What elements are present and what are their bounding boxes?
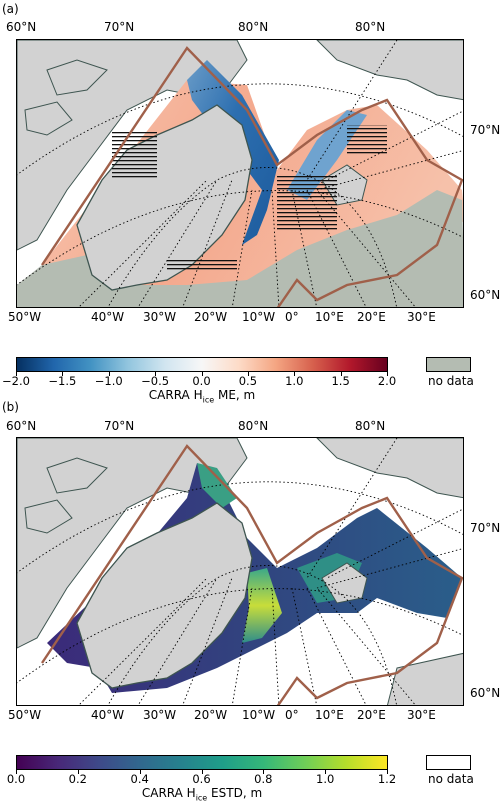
lon-label-bottom: 30°W <box>143 708 177 722</box>
colorbar-tick-mark <box>201 372 203 376</box>
lon-label-bottom: 10°W <box>242 708 276 722</box>
lon-label-bottom: 40°W <box>91 310 125 324</box>
nodata-label-b: no data <box>428 772 474 786</box>
colorbar-b-title-sub: ice <box>195 793 208 803</box>
lon-label-bottom: 20°E <box>357 310 386 324</box>
nodata-swatch-a <box>426 357 471 372</box>
colorbar-a <box>16 357 388 372</box>
lon-label-bottom: 20°E <box>357 708 386 722</box>
hatch-a <box>347 125 387 155</box>
lat-label-right: 60°N <box>470 288 500 302</box>
colorbar-tick-mark <box>294 372 296 376</box>
colorbar-b-title-suffix: ESTD, m <box>207 786 263 800</box>
colorbar-tick-label: −1.5 <box>48 374 77 388</box>
colorbar-tick-mark <box>155 372 157 376</box>
colorbar-tick-label: 0.5 <box>238 374 258 388</box>
lon-label-bottom: 20°W <box>194 708 228 722</box>
colorbar-tick-label: 1.5 <box>331 374 350 388</box>
colorbar-tick-mark <box>325 770 327 774</box>
graticule-b <box>17 438 463 705</box>
map-b <box>16 437 464 706</box>
hatch-a <box>167 260 237 272</box>
lat-label-top: 60°N <box>6 20 37 34</box>
lat-label-top: 80°N <box>238 20 269 34</box>
lon-label-bottom: 50°W <box>8 708 42 722</box>
lat-label-top: 60°N <box>6 419 37 433</box>
hatch-a <box>112 130 157 180</box>
colorbar-tick-mark <box>340 372 342 376</box>
lat-label-top: 80°N <box>355 20 386 34</box>
domain-border-a <box>41 46 463 307</box>
colorbar-tick-label: 0.0 <box>192 374 211 388</box>
lon-label-bottom: 40°W <box>91 708 125 722</box>
colorbar-b-title-prefix: CARRA H <box>141 786 196 800</box>
colorbar-tick-mark <box>247 372 249 376</box>
colorbar-tick-label: 0.2 <box>68 772 87 786</box>
lat-label-top: 70°N <box>104 419 135 433</box>
lon-label-bottom: 30°E <box>407 708 436 722</box>
lon-label-bottom: 0° <box>285 310 299 324</box>
colorbar-a-title-prefix: CARRA H <box>148 388 203 402</box>
hatch-a <box>277 175 337 230</box>
colorbar-tick-mark <box>387 372 388 376</box>
colorbar-tick-label: −0.5 <box>141 374 170 388</box>
colorbar-b-title: CARRA Hice ESTD, m <box>142 786 262 802</box>
colorbar-tick-label: 0.0 <box>6 772 26 786</box>
lon-label-bottom: 0° <box>285 708 299 722</box>
colorbar-b <box>16 755 388 770</box>
lat-label-right: 70°N <box>470 123 500 137</box>
colorbar-tick-label: 1.2 <box>377 772 397 786</box>
colorbar-tick-label: −1.0 <box>94 374 123 388</box>
colorbar-tick-mark <box>62 372 64 376</box>
lat-label-right: 60°N <box>470 686 500 700</box>
panel-b-label: (b) <box>2 400 19 414</box>
lon-label-bottom: 50°W <box>8 310 42 324</box>
colorbar-tick-label: 1.0 <box>316 772 335 786</box>
colorbar-a-title-suffix: ME, m <box>214 388 256 402</box>
colorbar-tick-mark <box>16 372 17 376</box>
colorbar-tick-mark <box>16 770 17 774</box>
colorbar-tick-label: 0.6 <box>192 772 211 786</box>
lat-label-right: 70°N <box>470 521 500 535</box>
colorbar-tick-mark <box>201 770 203 774</box>
colorbar-tick-label: 0.8 <box>254 772 273 786</box>
panel-a-label: (a) <box>2 2 19 16</box>
map-a-svg <box>17 40 463 307</box>
lon-label-bottom: 10°E <box>315 310 344 324</box>
lat-label-top: 80°N <box>238 419 269 433</box>
colorbar-tick-label: 1.0 <box>285 374 304 388</box>
lat-label-top: 80°N <box>355 419 386 433</box>
colorbar-tick-label: −2.0 <box>2 374 30 388</box>
svalbard-b <box>321 562 368 604</box>
colorbar-tick-mark <box>263 770 265 774</box>
colorbar-tick-mark <box>77 770 79 774</box>
lon-label-bottom: 30°E <box>407 310 436 324</box>
map-b-svg <box>17 438 463 705</box>
sea-ice-negative-a <box>187 60 279 245</box>
greenland-b <box>76 502 253 689</box>
colorbar-a-title: CARRA Hice ME, m <box>149 388 255 404</box>
colorbar-tick-mark <box>387 770 388 774</box>
nodata-label-a: no data <box>428 374 474 388</box>
nodata-a <box>17 190 463 307</box>
lon-label-bottom: 10°E <box>315 708 344 722</box>
map-a <box>16 39 464 308</box>
sea-ice-estd-high-b <box>242 568 282 643</box>
lat-label-top: 70°N <box>104 20 135 34</box>
colorbar-tick-label: 0.4 <box>130 772 149 786</box>
colorbar-tick-label: 2.0 <box>377 374 397 388</box>
lon-label-bottom: 20°W <box>194 310 228 324</box>
colorbar-tick-mark <box>108 372 110 376</box>
colorbar-tick-mark <box>139 770 141 774</box>
colorbar-a-title-sub: ice <box>202 395 215 405</box>
lon-label-bottom: 10°W <box>242 310 276 324</box>
lon-label-bottom: 30°W <box>143 310 177 324</box>
graticule-a <box>17 40 463 307</box>
domain-border-b <box>41 444 463 705</box>
nodata-swatch-b <box>426 755 471 770</box>
